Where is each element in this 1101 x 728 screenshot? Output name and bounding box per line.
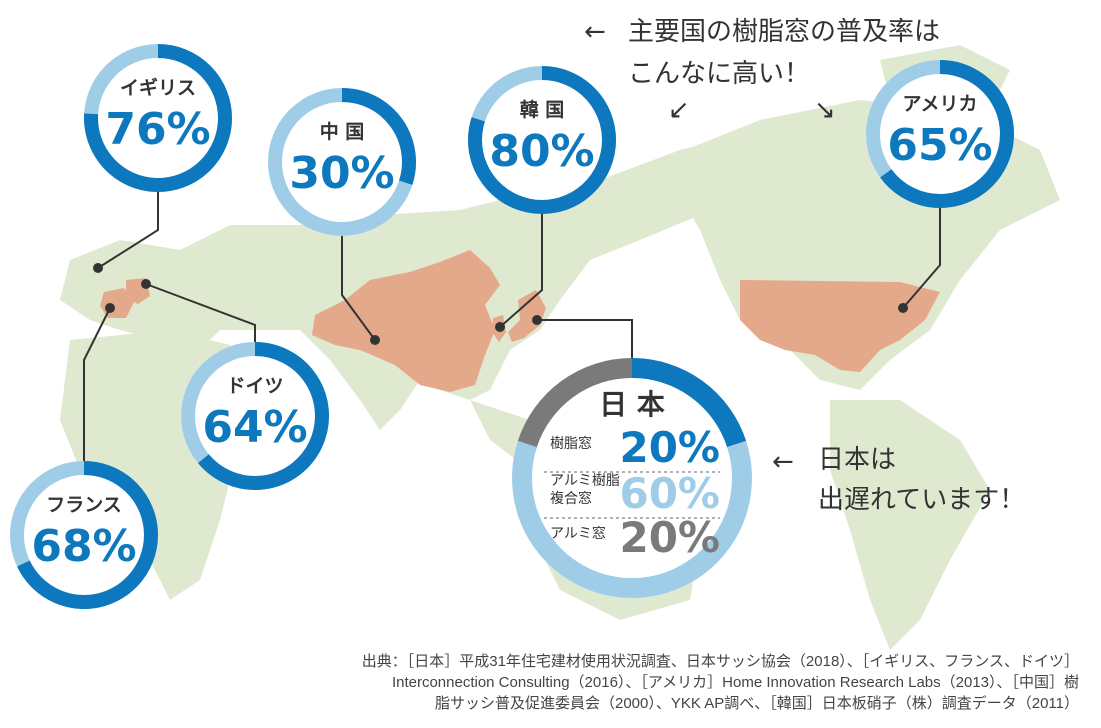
- dot-japan: [532, 315, 542, 325]
- japan-ring-background: [512, 358, 752, 598]
- annotation-japan-line1: 日本は: [818, 445, 896, 475]
- ring-korea: 韓 国 80%: [468, 66, 616, 214]
- ring-usa-value-arc: [880, 60, 1014, 208]
- ring-china-value-arc: [341, 88, 416, 185]
- japan-value-2: 20%: [619, 513, 720, 562]
- ring-germany: ドイツ 64%: [181, 342, 329, 490]
- arrow-down-left-icon: ↙: [668, 95, 690, 125]
- connector-france: [83, 307, 111, 461]
- connector-lines: [83, 192, 941, 461]
- dot-korea: [495, 322, 505, 332]
- ring-france-value: 68%: [31, 521, 136, 572]
- source-line-3: 脂サッシ普及促進委員会（2000）、YKK AP調べ、［韓国］日本板硝子（株）調…: [435, 695, 1079, 712]
- japan-value-1: 60%: [619, 469, 720, 518]
- ring-korea-value: 80%: [489, 126, 594, 177]
- dot-china: [370, 335, 380, 345]
- source-citation: 出典：［日本］平成31年住宅建材使用状況調査、日本サッシ協会（2018）、［イギ…: [362, 651, 1079, 714]
- ring-germany-label: ドイツ: [226, 375, 283, 397]
- ring-korea-label: 韓 国: [520, 98, 565, 121]
- ring-china-value: 30%: [289, 148, 394, 199]
- japan-arc-0: [631, 358, 747, 448]
- ring-germany-value: 64%: [202, 402, 307, 453]
- annotation-top-line1: 主要国の樹脂窓の普及率は: [628, 17, 940, 47]
- connector-japan: [537, 319, 633, 358]
- connector-china: [341, 236, 376, 341]
- highlighted-countries: [100, 250, 940, 392]
- japan-label-1: アルミ樹脂: [550, 473, 620, 489]
- ring-usa-label: アメリカ: [902, 93, 977, 115]
- ring-korea-background: [468, 66, 616, 214]
- ring-china-label: 中 国: [320, 120, 365, 143]
- arrow-left-icon: ←: [772, 447, 794, 477]
- ring-france-label: フランス: [46, 494, 122, 516]
- japan-title: 日 本: [599, 388, 665, 421]
- ring-korea-value-arc: [468, 66, 616, 214]
- japan-arc-2: [517, 358, 633, 448]
- ring-china: 中 国 30%: [268, 88, 416, 236]
- annotation-japan: ← 日本は 出遅れています！: [772, 445, 1025, 515]
- connector-usa: [902, 208, 941, 309]
- dot-uk: [93, 263, 103, 273]
- japan-shape: [508, 290, 546, 342]
- dot-germany: [141, 279, 151, 289]
- annotation-top-line2: こんなに高い！: [628, 59, 810, 89]
- country-rings: イギリス 76% 中 国 30% 韓 国 80% アメリカ 65% ドイツ 64% フランス 68%: [10, 44, 1014, 609]
- ring-germany-value-arc: [197, 342, 329, 490]
- arrow-left-icon: ←: [584, 17, 606, 47]
- annotation-top: ← 主要国の樹脂窓の普及率は こんなに高い！ ↙ ↘: [584, 17, 940, 125]
- ring-china-background: [268, 88, 416, 236]
- connector-korea: [499, 214, 543, 328]
- annotation-japan-line2: 出遅れています！: [818, 485, 1025, 515]
- ring-france: フランス 68%: [10, 461, 158, 609]
- ring-usa-background: [866, 60, 1014, 208]
- japan-arc-1: [512, 440, 752, 598]
- ring-uk-value-arc: [84, 44, 232, 192]
- connector-uk: [97, 192, 159, 269]
- source-line-2: Interconnection Consulting（2016）、［アメリカ］H…: [391, 674, 1079, 691]
- ring-uk: イギリス 76%: [84, 44, 232, 192]
- china-shape: [312, 250, 500, 392]
- dot-france: [105, 303, 115, 313]
- ring-uk-label: イギリス: [120, 77, 196, 99]
- ring-usa-value: 65%: [887, 120, 992, 171]
- source-line-1: 出典：［日本］平成31年住宅建材使用状況調査、日本サッシ協会（2018）、［イギ…: [361, 653, 1079, 670]
- japan-label-2: アルミ窓: [550, 525, 606, 542]
- japan-label-1: 複合窓: [550, 490, 592, 507]
- arrow-down-right-icon: ↘: [814, 95, 836, 125]
- ring-germany-background: [181, 342, 329, 490]
- ring-uk-value: 76%: [105, 104, 210, 155]
- dot-usa: [898, 303, 908, 313]
- japan-label-0: 樹脂窓: [550, 435, 592, 452]
- ring-france-background: [10, 461, 158, 609]
- ring-uk-background: [84, 44, 232, 192]
- ring-france-value-arc: [17, 461, 158, 609]
- usa-shape: [740, 280, 940, 372]
- ring-usa: アメリカ 65%: [866, 60, 1014, 208]
- japan-value-0: 20%: [619, 423, 720, 472]
- connector-germany: [145, 283, 256, 342]
